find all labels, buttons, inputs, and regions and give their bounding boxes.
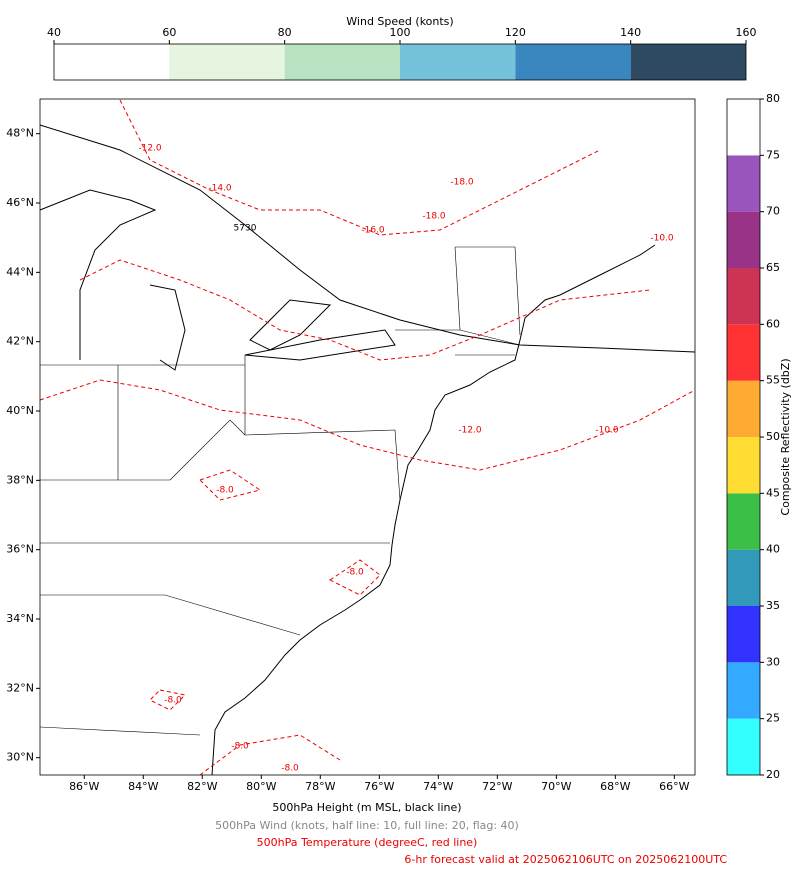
color-swatch — [400, 44, 516, 80]
color-swatch — [169, 44, 285, 80]
tick-label: 74°W — [423, 780, 453, 793]
color-swatch — [727, 324, 760, 381]
tick-label: 80 — [766, 92, 780, 105]
color-swatch — [727, 268, 760, 325]
caption: 500hPa Height (m MSL, black line) — [272, 801, 461, 814]
tick-label: 78°W — [305, 780, 335, 793]
tick-label: 36°N — [6, 543, 34, 556]
tick-label: 35 — [766, 599, 780, 612]
contour-label: -8.0 — [281, 764, 299, 774]
color-swatch — [727, 549, 760, 606]
tick-label: 160 — [736, 26, 757, 39]
contour-label: -14.0 — [208, 184, 232, 194]
colorbar-title: Wind Speed (konts) — [346, 15, 453, 28]
tick-label: 20 — [766, 768, 780, 781]
tick-label: 60 — [162, 26, 176, 39]
tick-label: 100 — [390, 26, 411, 39]
caption: 500hPa Wind (knots, half line: 10, full … — [215, 819, 519, 832]
tick-label: 70 — [766, 205, 780, 218]
tick-label: 84°W — [128, 780, 158, 793]
contour-label: -12.0 — [458, 426, 482, 436]
tick-label: 55 — [766, 374, 780, 387]
contour-label: -10.0 — [595, 426, 619, 436]
coastline — [211, 244, 656, 776]
map-background — [39, 99, 696, 776]
caption: 6-hr forecast valid at 2025062106UTC on … — [404, 853, 727, 866]
color-swatch — [284, 44, 400, 80]
map-frame — [39, 98, 696, 776]
tick-label: 45 — [766, 486, 780, 499]
contour-label: -8.0 — [164, 696, 182, 706]
color-swatch — [54, 44, 170, 80]
tick-label: 38°N — [6, 473, 34, 486]
tick-label: 76°W — [364, 780, 394, 793]
contour-label: -18.0 — [422, 212, 446, 222]
tick-label: 30 — [766, 655, 780, 668]
tick-label: 75 — [766, 148, 780, 161]
caption: 500hPa Temperature (degreeC, red line) — [257, 836, 478, 849]
tick-label: 70°W — [541, 780, 571, 793]
tick-label: 32°N — [6, 681, 34, 694]
contour-label: 5730 — [234, 224, 257, 234]
tick-label: 60 — [766, 317, 780, 330]
color-swatch — [727, 155, 760, 212]
tick-label: 44°N — [6, 265, 34, 278]
color-swatch — [727, 211, 760, 268]
color-swatch — [727, 493, 760, 550]
contour-label: -8.0 — [216, 486, 234, 496]
color-swatch — [727, 99, 760, 156]
state-borders — [39, 246, 521, 736]
contour-label: -12.0 — [138, 144, 162, 154]
contour-label: -8.0 — [231, 742, 249, 752]
color-swatch — [727, 718, 760, 775]
color-swatch — [727, 380, 760, 437]
tick-label: 30°N — [6, 751, 34, 764]
tick-label: 65 — [766, 261, 780, 274]
tick-label: 40 — [47, 26, 61, 39]
contour-label: -10.0 — [650, 234, 674, 244]
tick-label: 72°W — [482, 780, 512, 793]
tick-label: 50 — [766, 430, 780, 443]
tick-label: 80°W — [246, 780, 276, 793]
tick-label: 46°N — [6, 196, 34, 209]
tick-label: 66°W — [659, 780, 689, 793]
tick-label: 42°N — [6, 335, 34, 348]
contour-label: -18.0 — [450, 178, 474, 188]
contour-label: -16.0 — [361, 226, 385, 236]
tick-label: 68°W — [600, 780, 630, 793]
colorbar-title: Composite Reflectivity (dbZ) — [779, 358, 792, 515]
color-swatch — [727, 437, 760, 494]
color-swatch — [727, 662, 760, 719]
temperature-contour — [39, 99, 696, 776]
tick-label: 82°W — [187, 780, 217, 793]
color-swatch — [515, 44, 631, 80]
great-lakes — [39, 189, 396, 371]
tick-label: 34°N — [6, 612, 34, 625]
tick-label: 48°N — [6, 127, 34, 140]
color-swatch — [727, 606, 760, 663]
tick-label: 80 — [278, 26, 292, 39]
tick-label: 86°W — [69, 780, 99, 793]
tick-label: 40 — [766, 543, 780, 556]
tick-label: 140 — [620, 26, 641, 39]
tick-label: 120 — [505, 26, 526, 39]
contour-label: -8.0 — [346, 568, 364, 578]
height-contour — [39, 124, 696, 353]
tick-label: 25 — [766, 712, 780, 725]
tick-label: 40°N — [6, 404, 34, 417]
color-swatch — [630, 44, 746, 80]
